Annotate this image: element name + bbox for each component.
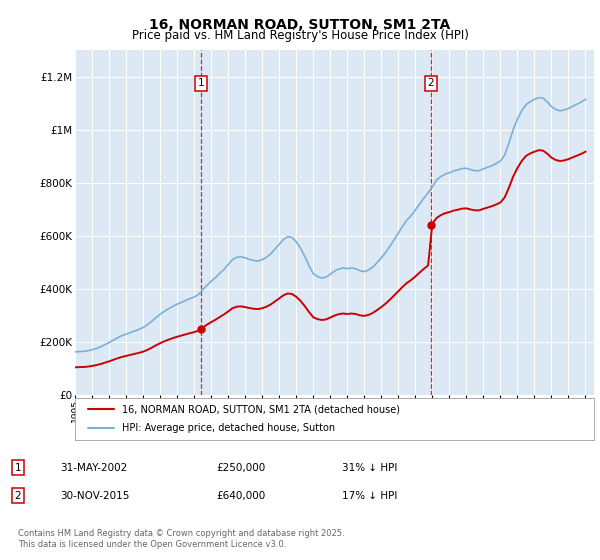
- Text: 16, NORMAN ROAD, SUTTON, SM1 2TA: 16, NORMAN ROAD, SUTTON, SM1 2TA: [149, 18, 451, 32]
- Text: Contains HM Land Registry data © Crown copyright and database right 2025.
This d: Contains HM Land Registry data © Crown c…: [18, 529, 344, 549]
- Text: 1: 1: [198, 78, 205, 88]
- Text: 2: 2: [14, 491, 22, 501]
- Text: 30-NOV-2015: 30-NOV-2015: [60, 491, 130, 501]
- Text: 2: 2: [428, 78, 434, 88]
- Text: 31% ↓ HPI: 31% ↓ HPI: [342, 463, 397, 473]
- Text: £250,000: £250,000: [216, 463, 265, 473]
- Text: HPI: Average price, detached house, Sutton: HPI: Average price, detached house, Sutt…: [122, 423, 335, 433]
- Text: £640,000: £640,000: [216, 491, 265, 501]
- Text: 17% ↓ HPI: 17% ↓ HPI: [342, 491, 397, 501]
- Text: 16, NORMAN ROAD, SUTTON, SM1 2TA (detached house): 16, NORMAN ROAD, SUTTON, SM1 2TA (detach…: [122, 404, 400, 414]
- Text: 31-MAY-2002: 31-MAY-2002: [60, 463, 127, 473]
- Text: Price paid vs. HM Land Registry's House Price Index (HPI): Price paid vs. HM Land Registry's House …: [131, 29, 469, 42]
- Text: 1: 1: [14, 463, 22, 473]
